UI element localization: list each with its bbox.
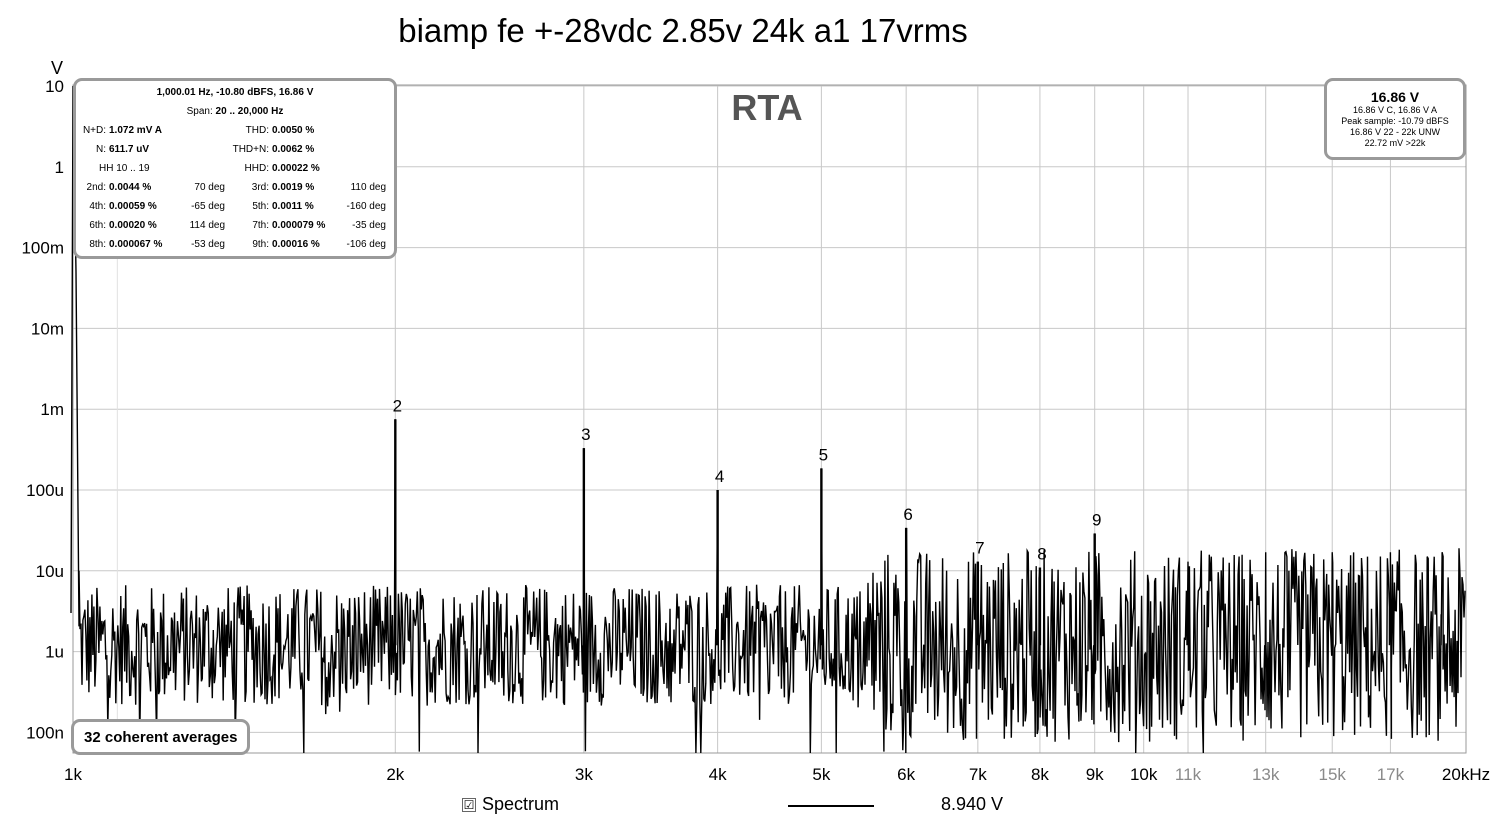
x-tick-label: 13k: [1252, 765, 1280, 784]
legend-line-swatch: [788, 805, 874, 807]
series-spectrum: [70, 85, 1466, 754]
stats-phase: -160 deg: [346, 201, 386, 212]
stats-value: 0.00016 %: [272, 239, 320, 250]
level-reading-value: 16.86 V: [1370, 89, 1420, 105]
stats-value: 0.00059 %: [109, 201, 157, 212]
harmonic-label: 8: [1037, 544, 1046, 563]
harmonic-labels: 2 3 4 5 6 7 8 9: [393, 396, 1101, 646]
stats-value: 0.00020 %: [109, 220, 157, 231]
y-tick-label: 10m: [31, 319, 64, 338]
legend-series-label: Spectrum: [482, 794, 560, 814]
stats-span-label: Span:: [186, 106, 216, 117]
stats-phase: 70 deg: [194, 182, 225, 193]
x-tick-label: 17k: [1377, 765, 1405, 784]
stats-header: 1,000.01 Hz, -10.80 dBFS, 16.86 V: [156, 87, 314, 98]
stats-label: 2nd:: [86, 182, 106, 193]
stats-label: N:: [96, 144, 106, 155]
y-tick-label: 100u: [26, 481, 64, 500]
stats-label: 8th:: [89, 239, 106, 250]
stats-label: THD+N:: [232, 144, 269, 155]
stats-value: 0.0019 %: [272, 182, 315, 193]
y-tick-label: 10u: [36, 562, 64, 581]
stats-phase: 110 deg: [350, 182, 386, 193]
x-tick-label: 6k: [897, 765, 915, 784]
harmonic-label: 7: [975, 539, 984, 558]
stats-value: 0.000079 %: [272, 220, 326, 231]
x-tick-label: 8k: [1031, 765, 1049, 784]
stats-value: 0.00022 %: [272, 163, 320, 174]
x-tick-label: 11k: [1175, 765, 1202, 784]
stats-value: 0.0011 %: [272, 201, 314, 212]
harmonic-label: 4: [715, 467, 724, 486]
stats-label: 7th:: [252, 220, 269, 231]
plot-frame: [72, 84, 1467, 754]
y-tick-label: 1: [55, 158, 64, 177]
stats-span-value: 20 .. 20,000 Hz: [215, 106, 284, 117]
level-reading-panel: 16.86 V 16.86 V C, 16.86 V A Peak sample…: [1324, 78, 1466, 160]
stats-label: 9th:: [252, 239, 269, 250]
stats-span: Span: 20 .. 20,000 Hz: [76, 106, 394, 117]
spectrum-checkbox[interactable]: ☑: [462, 798, 476, 812]
stats-phase: -35 deg: [352, 220, 386, 231]
x-tick-label: 4k: [709, 765, 727, 784]
stats-phase: -53 deg: [191, 239, 225, 250]
stats-phase: -65 deg: [191, 201, 225, 212]
harmonic-label: 5: [819, 445, 828, 464]
stats-value: 611.7 uV: [109, 144, 150, 155]
harmonic-label: 3: [581, 425, 590, 444]
level-reading-line: Peak sample: -10.79 dBFS: [1341, 116, 1449, 126]
stats-label: 5th:: [252, 201, 269, 212]
stats-value: 0.000067 %: [109, 239, 163, 250]
distortion-stats-panel: 1,000.01 Hz, -10.80 dBFS, 16.86 V Span: 2…: [73, 78, 397, 259]
stats-phase: 114 deg: [189, 220, 225, 231]
stats-label: 6th:: [89, 220, 106, 231]
stats-value: 0.0050 %: [272, 125, 315, 136]
x-tick-label: 7k: [969, 765, 987, 784]
stats-hh-range: HH 10 .. 19: [99, 163, 150, 174]
y-tick-label: 100n: [26, 723, 64, 742]
harmonic-label: 2: [393, 396, 402, 415]
y-tick-label: 1u: [45, 643, 64, 662]
stats-label: 4th:: [89, 201, 106, 212]
x-axis: 1k 2k 3k 4k 5k 6k 7k 8k 9k 10k 11k 13k 15k 17k 20kHz: [64, 765, 1490, 784]
y-tick-label: 10: [45, 77, 64, 96]
x-tick-label: 1k: [64, 765, 82, 784]
averages-badge: 32 coherent averages: [71, 719, 251, 755]
harmonic-label: 6: [903, 505, 912, 524]
x-tick-label: 3k: [575, 765, 593, 784]
x-tick-label: 20kHz: [1442, 765, 1490, 784]
x-tick-label: 2k: [386, 765, 404, 784]
x-tick-label: 10k: [1130, 765, 1158, 784]
stats-phase: -106 deg: [346, 239, 386, 250]
stats-label: N+D:: [82, 125, 106, 136]
x-tick-label: 5k: [812, 765, 830, 784]
level-reading-line: 16.86 V 22 - 22k UNW: [1349, 127, 1441, 137]
x-tick-label: 9k: [1086, 765, 1104, 784]
legend-series-value: 8.940 V: [941, 794, 1004, 814]
stats-value: 0.0062 %: [272, 144, 315, 155]
stats-value: 0.0044 %: [109, 182, 152, 193]
y-tick-label: 100m: [21, 239, 64, 258]
x-tick-label: 15k: [1319, 765, 1347, 784]
y-axis-label: V: [51, 58, 63, 78]
harmonic-label: 9: [1092, 510, 1101, 529]
stats-label: 3rd:: [251, 182, 269, 193]
y-axis: 10 1 100m 10m 1m 100u 10u 1u 100n: [21, 77, 64, 742]
stats-label: HHD:: [244, 163, 269, 174]
level-reading-line: 16.86 V C, 16.86 V A: [1352, 105, 1438, 115]
spectrum-line: [70, 85, 1466, 754]
level-reading-line: 22.72 mV >22k: [1364, 138, 1426, 148]
stats-value: 1.072 mV A: [109, 125, 162, 136]
stats-label: THD:: [245, 125, 269, 136]
rta-watermark: RTA: [731, 87, 802, 128]
y-tick-label: 1m: [40, 400, 64, 419]
chart-title: biamp fe +-28vdc 2.85v 24k a1 17vrms: [398, 12, 968, 49]
